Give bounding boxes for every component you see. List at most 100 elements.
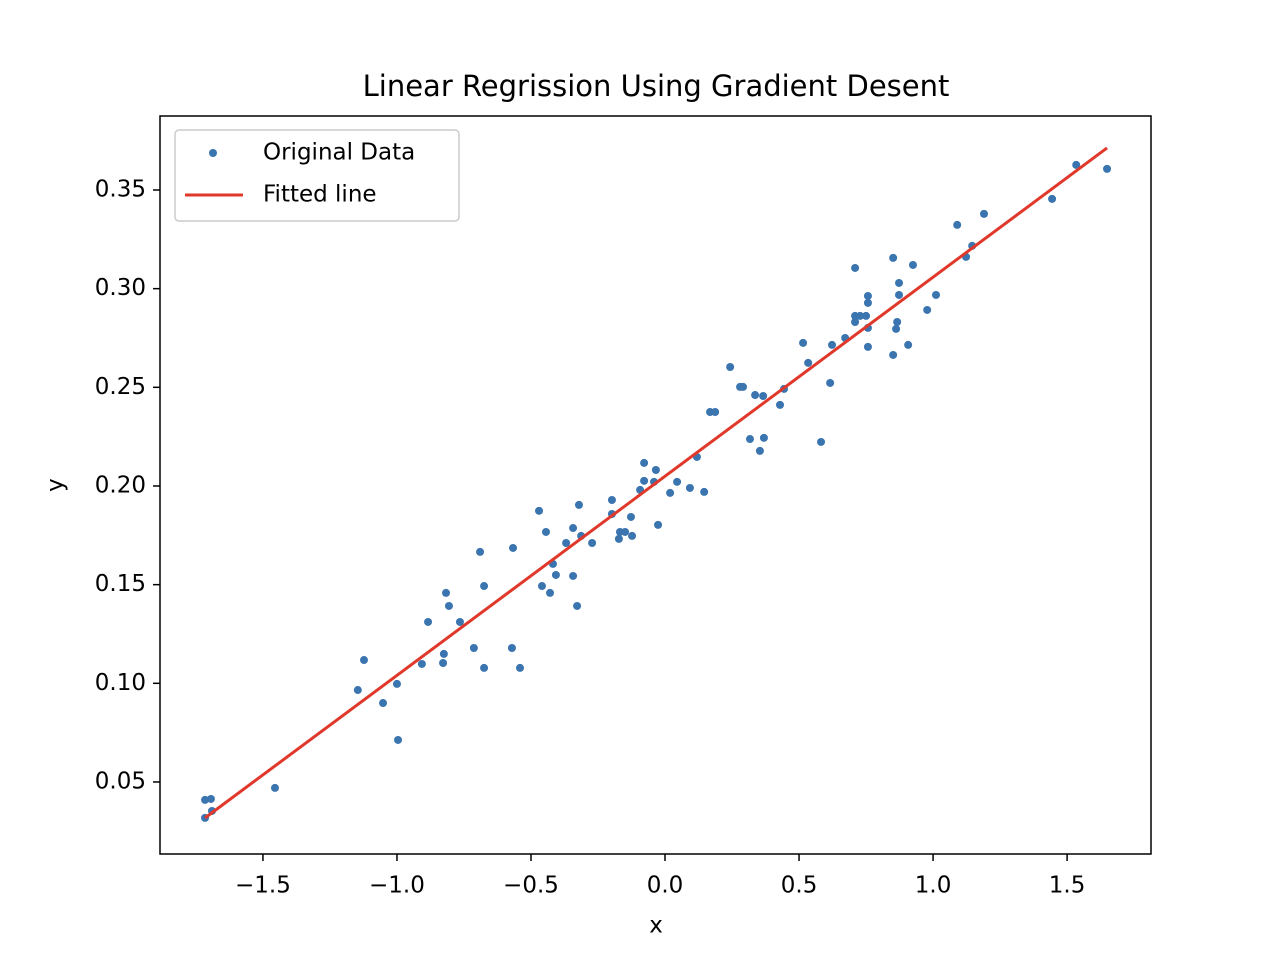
y-tick-label: 0.05 bbox=[95, 768, 146, 794]
data-point bbox=[573, 601, 582, 610]
data-point bbox=[953, 220, 962, 229]
y-tick-label: 0.20 bbox=[95, 472, 146, 498]
data-point bbox=[541, 527, 550, 536]
data-point bbox=[588, 539, 597, 548]
legend-label: Fitted line bbox=[263, 182, 377, 208]
data-point bbox=[711, 407, 720, 416]
data-point bbox=[889, 253, 898, 262]
data-point bbox=[828, 340, 837, 349]
y-tick-label: 0.30 bbox=[95, 275, 146, 301]
data-point bbox=[851, 318, 860, 327]
data-point bbox=[480, 663, 489, 672]
data-point bbox=[673, 477, 682, 486]
data-point bbox=[551, 570, 560, 579]
y-tick-label: 0.15 bbox=[95, 571, 146, 597]
data-point bbox=[507, 643, 516, 652]
legend-swatch bbox=[209, 149, 217, 157]
data-point bbox=[666, 488, 675, 497]
data-point bbox=[759, 392, 768, 401]
data-point bbox=[932, 290, 941, 299]
data-point bbox=[270, 783, 279, 792]
data-point bbox=[826, 378, 835, 387]
data-point bbox=[509, 543, 518, 552]
legend-label: Original Data bbox=[263, 140, 415, 166]
y-tick-label: 0.10 bbox=[95, 670, 146, 696]
data-point bbox=[469, 643, 478, 652]
data-point bbox=[480, 582, 489, 591]
data-point bbox=[424, 617, 433, 626]
data-point bbox=[206, 794, 215, 803]
data-point bbox=[626, 512, 635, 521]
data-point bbox=[640, 458, 649, 467]
data-point bbox=[651, 466, 660, 475]
data-point bbox=[1072, 160, 1081, 169]
data-point bbox=[614, 534, 623, 543]
x-tick-label: −1.0 bbox=[369, 873, 425, 899]
x-tick-label: 1.5 bbox=[1049, 873, 1086, 899]
y-tick-label: 0.25 bbox=[95, 374, 146, 400]
data-point bbox=[537, 582, 546, 591]
y-tick-label: 0.35 bbox=[95, 176, 146, 202]
x-axis-label: x bbox=[649, 913, 663, 939]
data-point bbox=[569, 524, 578, 533]
x-tick-label: 0.0 bbox=[647, 873, 684, 899]
fitted-line bbox=[204, 146, 1108, 820]
data-point bbox=[923, 305, 932, 314]
data-point bbox=[392, 679, 401, 688]
data-point bbox=[569, 571, 578, 580]
data-point bbox=[562, 539, 571, 548]
x-tick-label: −1.5 bbox=[235, 873, 291, 899]
data-point bbox=[851, 263, 860, 272]
data-point bbox=[685, 483, 694, 492]
data-point bbox=[862, 311, 871, 320]
data-point bbox=[776, 400, 785, 409]
data-point bbox=[863, 298, 872, 307]
data-point bbox=[908, 260, 917, 269]
data-point bbox=[804, 358, 813, 367]
data-point bbox=[863, 291, 872, 300]
data-point bbox=[439, 649, 448, 658]
chart-title: Linear Regrission Using Gradient Desent bbox=[363, 69, 950, 103]
data-point bbox=[856, 311, 865, 320]
data-point bbox=[863, 342, 872, 351]
data-point bbox=[546, 588, 555, 597]
data-point bbox=[455, 617, 464, 626]
data-point bbox=[379, 699, 388, 708]
data-point bbox=[442, 588, 451, 597]
data-point bbox=[726, 362, 735, 371]
x-tick-label: 0.5 bbox=[781, 873, 818, 899]
data-point bbox=[1048, 194, 1057, 203]
x-tick-label: −0.5 bbox=[503, 873, 559, 899]
data-point bbox=[1103, 164, 1112, 173]
data-point bbox=[353, 686, 362, 695]
data-point bbox=[904, 340, 913, 349]
data-point bbox=[201, 795, 210, 804]
data-point bbox=[892, 324, 901, 333]
data-point bbox=[444, 601, 453, 610]
data-point bbox=[359, 656, 368, 665]
data-point bbox=[889, 350, 898, 359]
data-point bbox=[439, 658, 448, 667]
data-point bbox=[607, 495, 616, 504]
data-point bbox=[739, 382, 748, 391]
data-point bbox=[417, 659, 426, 668]
data-point bbox=[574, 500, 583, 509]
data-point bbox=[745, 435, 754, 444]
plot-frame bbox=[159, 115, 1152, 855]
data-point bbox=[535, 506, 544, 515]
data-point bbox=[817, 437, 826, 446]
data-point bbox=[515, 663, 524, 672]
data-point bbox=[640, 476, 649, 485]
y-axis-label: y bbox=[43, 478, 69, 492]
data-point bbox=[895, 278, 904, 287]
data-point bbox=[980, 209, 989, 218]
data-point bbox=[654, 520, 663, 529]
data-point bbox=[751, 391, 760, 400]
data-point bbox=[621, 527, 630, 536]
data-point bbox=[893, 318, 902, 327]
legend-box bbox=[174, 129, 460, 222]
data-point bbox=[799, 338, 808, 347]
data-point bbox=[628, 531, 637, 540]
data-point bbox=[394, 735, 403, 744]
